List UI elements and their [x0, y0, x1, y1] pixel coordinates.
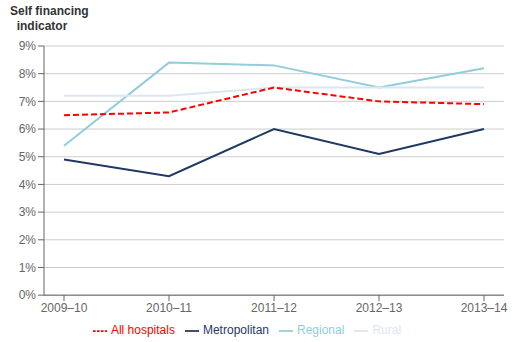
svg-text:2009–10: 2009–10: [41, 301, 88, 315]
svg-text:1%: 1%: [19, 261, 37, 275]
svg-text:4%: 4%: [19, 178, 37, 192]
html-text:indicator: indicator: [10, 19, 68, 33]
svg-text:2012–13: 2012–13: [356, 301, 403, 315]
html-text:Self financing: Self financing: [10, 4, 89, 18]
svg-text:7%: 7%: [19, 95, 37, 109]
svg-text:0%: 0%: [19, 288, 37, 302]
svg-text:5%: 5%: [19, 150, 37, 164]
html-text:Metropolitan: Metropolitan: [203, 323, 269, 338]
svg-text:3%: 3%: [19, 205, 37, 219]
html-text:All hospitals: All hospitals: [110, 323, 175, 338]
svg-text:2010–11: 2010–11: [146, 301, 192, 315]
svg-text:6%: 6%: [19, 122, 37, 136]
html-text:Regional: Regional: [297, 323, 345, 338]
svg-text:2%: 2%: [19, 233, 37, 247]
html-text:Rural: Rural: [372, 323, 402, 338]
svg-text:9%: 9%: [19, 39, 37, 53]
svg-text:2013–14: 2013–14: [461, 301, 508, 315]
svg-text:2011–12: 2011–12: [251, 301, 297, 315]
svg-text:8%: 8%: [19, 67, 37, 81]
